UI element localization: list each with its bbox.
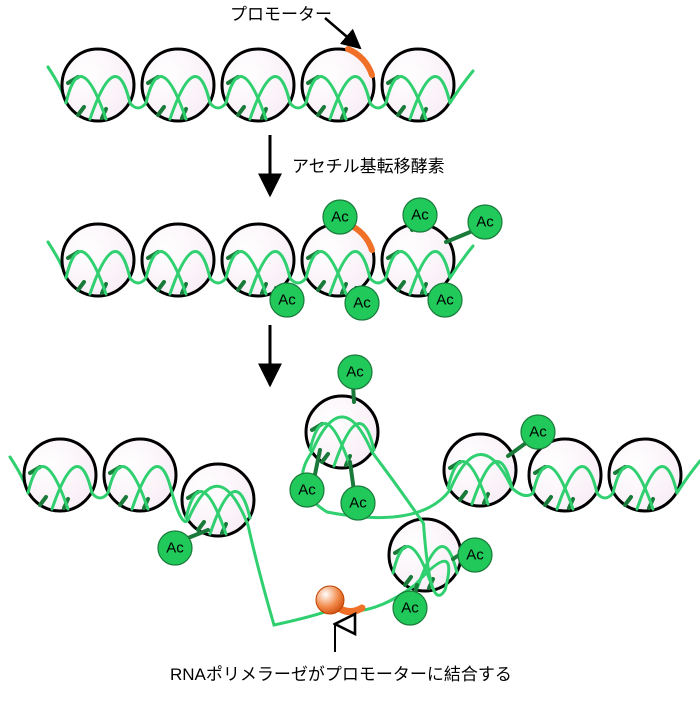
nucleosome — [444, 434, 516, 506]
nucleosome — [142, 224, 214, 296]
acetyl-label: Ac — [166, 540, 184, 557]
dna-linker — [210, 103, 226, 108]
acetyl-group: Ac — [270, 283, 304, 317]
acetyl-label: Ac — [346, 364, 364, 381]
dna-linker — [370, 278, 386, 283]
acetyl-label: Ac — [466, 547, 484, 564]
acetyl-label: Ac — [278, 292, 296, 309]
nucleosome — [609, 439, 681, 511]
acetyl-label: Ac — [411, 207, 429, 224]
dna-linker — [290, 278, 306, 283]
acetyl-label: Ac — [298, 482, 316, 499]
acetyl-group: Ac — [323, 200, 357, 234]
nucleosome — [142, 49, 214, 121]
dna-linker — [370, 103, 386, 108]
nucleosome — [382, 49, 454, 121]
nucleosome — [62, 49, 134, 121]
rna-polymerase — [316, 586, 344, 614]
acetyl-group: Ac — [345, 286, 379, 320]
nucleosome — [222, 49, 294, 121]
acetyl-label: Ac — [331, 209, 349, 226]
promoter-label: プロモーター — [230, 5, 332, 24]
acetyl-label: Ac — [349, 495, 367, 512]
nucleosome — [529, 439, 601, 511]
acetyltransferase-label: アセチル基転移酵素 — [292, 157, 445, 176]
acetyl-label: Ac — [353, 295, 371, 312]
dna-linker — [597, 493, 613, 498]
nucleosome — [62, 224, 134, 296]
nucleosome — [24, 439, 96, 511]
nucleosome — [104, 439, 176, 511]
acetyl-group: Ac — [468, 205, 502, 239]
acetyl-group: Ac — [458, 538, 492, 572]
acetyl-label: Ac — [476, 214, 494, 231]
acetyl-group: Ac — [521, 415, 555, 449]
polymerase-binds-label: RNAポリメラーゼがプロモーターに結合する — [170, 665, 512, 684]
dna-linker — [130, 278, 146, 283]
nucleosome — [302, 224, 374, 296]
acetyl-group: Ac — [393, 591, 427, 625]
acetyl-label: Ac — [401, 600, 419, 617]
acetyl-label: Ac — [436, 292, 454, 309]
acetyl-group: Ac — [290, 473, 324, 507]
nucleosome — [302, 49, 374, 121]
arrow-to-promoter — [325, 18, 360, 48]
nucleosome — [182, 464, 254, 536]
dna-linker — [290, 103, 306, 108]
acetyl-group: Ac — [428, 283, 462, 317]
acetyl-group: Ac — [338, 355, 372, 389]
acetyl-group: Ac — [158, 531, 192, 565]
acetyl-label: Ac — [529, 424, 547, 441]
dna-linker — [130, 103, 146, 108]
dna-linker — [210, 278, 226, 283]
dna-linker — [92, 493, 108, 498]
acetyl-group: Ac — [341, 486, 375, 520]
acetyl-group: Ac — [403, 198, 437, 232]
